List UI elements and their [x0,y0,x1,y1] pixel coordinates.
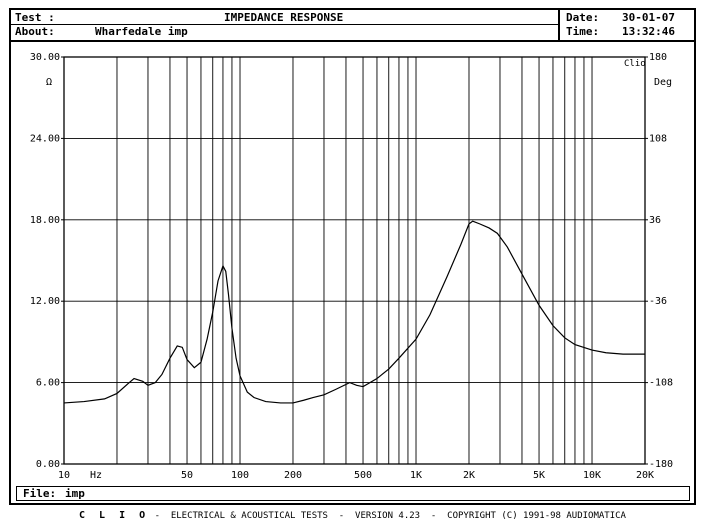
x-tick-label: 20K [636,470,654,481]
y-axis-tick-labels: 0.00 6.00 12.00 18.00 24.00 30.00 [30,52,64,470]
about-label: About: [15,25,55,38]
date-value: 30-01-07 [622,11,675,24]
window-frame: Test : IMPEDANCE RESPONSE About: Wharfed… [9,8,696,505]
y2-tick-label: 36 [649,215,661,226]
x-tick-label: 500 [354,470,372,481]
y-gridlines [64,137,645,384]
y2-axis-label: Deg [654,77,672,88]
y2-tick-label: 180 [649,52,667,63]
date-label: Date: [566,11,600,24]
y-tick-label: 30.00 [30,52,60,63]
plot-area-border [63,56,646,465]
y-axis-label: Ω [46,77,52,88]
x-tick-label: 50 [181,470,193,481]
footer-text: - ELECTRICAL & ACOUSTICAL TESTS - VERSIO… [149,511,626,521]
x-tick-label: 10K [583,470,601,481]
x-tick-label: 10 [58,470,70,481]
file-label: File: [23,487,57,500]
y-tick-label: 0.00 [36,459,60,470]
y-tick-label: 12.00 [30,296,60,307]
x-axis-tick-labels: 10 50 100 200 500 1K 2K 5K 10K 20K [58,470,654,481]
y2-tick-label: -108 [649,378,673,389]
y-tick-label: 18.00 [30,215,60,226]
y-tick-label: 24.00 [30,133,60,144]
y2-tick-label: -180 [649,459,673,470]
x-tick-label: 2K [463,470,475,481]
footer-brand: C L I O [79,510,150,521]
header-divider-horizontal [11,24,558,25]
file-value: imp [65,487,85,500]
x-gridlines [116,57,593,464]
header-divider-vertical [558,10,560,40]
x-tick-label: 100 [231,470,249,481]
test-label: Test : [15,11,55,24]
chart-title: IMPEDANCE RESPONSE [224,11,344,24]
x-tick-label: 5K [533,470,545,481]
x-tick-label: 200 [284,470,302,481]
footer: C L I O - ELECTRICAL & ACOUSTICAL TESTS … [0,510,705,522]
x-tick-label: 1K [410,470,422,481]
impedance-series-line [63,220,645,404]
time-label: Time: [566,25,600,38]
time-value: 13:32:46 [622,25,675,38]
about-value: Wharfedale imp [95,25,188,38]
y-tick-label: 6.00 [36,378,60,389]
y2-tick-label: -36 [649,296,667,307]
clio-corner-label: Clio [624,59,646,69]
x-axis-label: Hz [90,470,102,481]
y2-tick-label: 108 [649,133,667,144]
header-bar: Test : IMPEDANCE RESPONSE About: Wharfed… [11,10,694,42]
y2-axis-tick-labels: -180 -108 -36 36 108 180 [645,52,673,470]
file-box: File: imp [16,486,690,501]
